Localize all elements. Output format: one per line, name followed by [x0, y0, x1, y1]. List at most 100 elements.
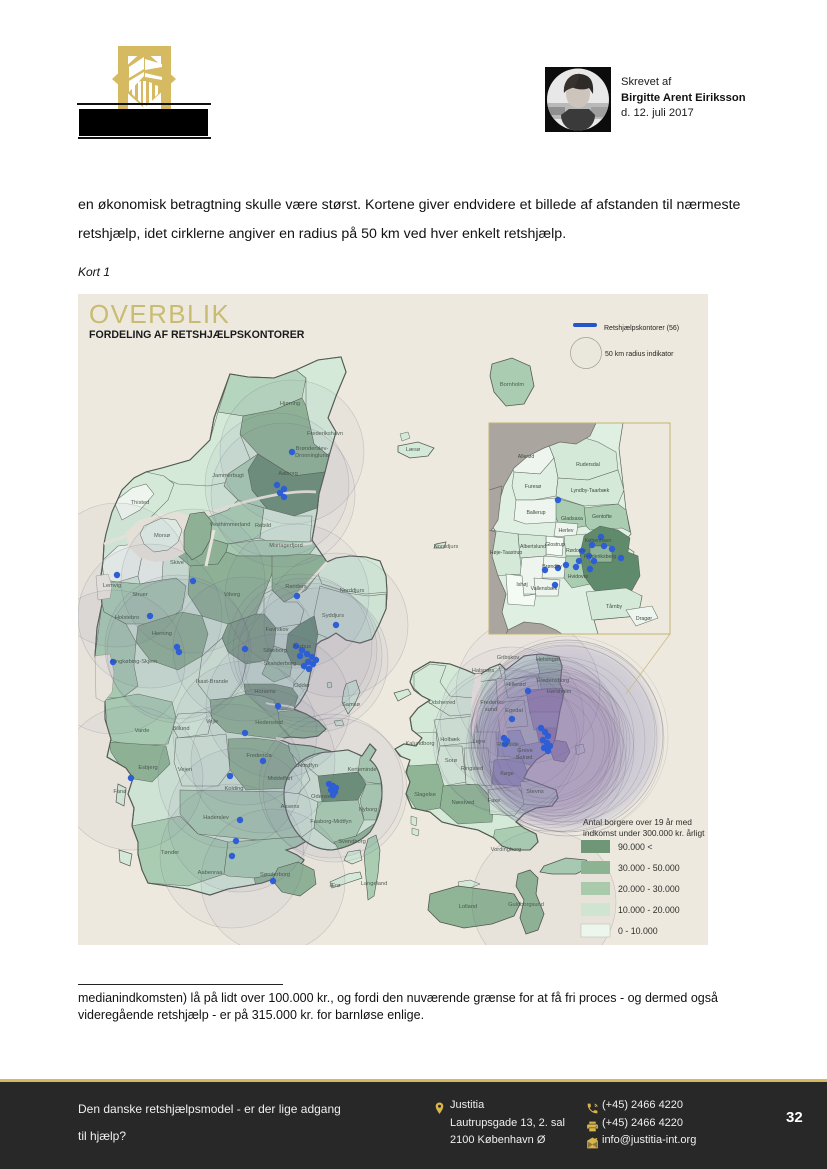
- svg-text:Svendborg: Svendborg: [338, 839, 366, 845]
- svg-text:Guldborgsund: Guldborgsund: [508, 902, 544, 908]
- svg-text:Vejle: Vejle: [206, 719, 218, 725]
- svg-text:Faaborg-Midtfyn: Faaborg-Midtfyn: [310, 819, 351, 825]
- svg-text:Rødovre: Rødovre: [566, 548, 586, 554]
- svg-text:Tårnby: Tårnby: [606, 603, 623, 610]
- svg-text:Herlev: Herlev: [559, 528, 574, 534]
- svg-text:Dragør: Dragør: [636, 616, 652, 622]
- svg-text:Dronninglund: Dronninglund: [295, 453, 329, 459]
- svg-text:København: København: [585, 538, 612, 544]
- svg-text:Køge: Køge: [500, 771, 514, 777]
- svg-text:Rebild: Rebild: [255, 523, 271, 529]
- svg-text:0 - 10.000: 0 - 10.000: [618, 926, 658, 936]
- svg-text:Bornholm: Bornholm: [500, 382, 525, 388]
- svg-text:Glostrup: Glostrup: [545, 542, 565, 548]
- svg-text:Skanderborg: Skanderborg: [264, 661, 297, 667]
- svg-text:Odense: Odense: [311, 794, 331, 800]
- svg-text:Næstved: Næstved: [452, 800, 475, 806]
- svg-text:Roskilde: Roskilde: [497, 742, 519, 748]
- svg-text:Vesthimmerland: Vesthimmerland: [210, 522, 251, 528]
- svg-text:20.000 - 30.000: 20.000 - 30.000: [618, 884, 680, 894]
- svg-text:30.000 - 50.000: 30.000 - 50.000: [618, 863, 680, 873]
- svg-text:Ærø: Ærø: [329, 883, 341, 889]
- svg-text:Mariagerfjord: Mariagerfjord: [269, 543, 303, 549]
- svg-text:Struer: Struer: [132, 592, 148, 598]
- svg-text:Frederiks-: Frederiks-: [480, 700, 506, 706]
- svg-text:Thisted: Thisted: [131, 500, 150, 506]
- svg-text:Holbæk: Holbæk: [440, 737, 460, 743]
- svg-text:Norddjurs: Norddjurs: [434, 544, 459, 550]
- svg-text:Aalborg: Aalborg: [278, 471, 298, 477]
- svg-text:Haderslev: Haderslev: [203, 815, 229, 821]
- svg-text:Frederikshavn: Frederikshavn: [307, 431, 343, 437]
- svg-text:Sorø: Sorø: [445, 758, 458, 764]
- svg-text:Hillerød: Hillerød: [506, 682, 526, 688]
- svg-text:Faxe: Faxe: [488, 798, 501, 804]
- svg-text:Ballerup: Ballerup: [526, 510, 545, 516]
- svg-text:Hørsholm: Hørsholm: [547, 689, 572, 695]
- svg-text:Viborg: Viborg: [224, 592, 240, 598]
- svg-text:OVERBLIK: OVERBLIK: [89, 299, 230, 329]
- svg-text:Odder: Odder: [294, 683, 310, 689]
- svg-text:Kolding: Kolding: [225, 786, 244, 792]
- svg-text:Lolland: Lolland: [459, 904, 477, 910]
- svg-text:Norddjurs: Norddjurs: [340, 588, 365, 594]
- svg-text:sund: sund: [485, 707, 497, 713]
- svg-text:Gribskov: Gribskov: [497, 655, 520, 661]
- svg-text:Høje-Taastrup: Høje-Taastrup: [490, 550, 523, 556]
- svg-text:50 km radius indikator: 50 km radius indikator: [605, 351, 674, 358]
- svg-text:Brøndby: Brøndby: [542, 564, 562, 570]
- svg-text:Fanø: Fanø: [113, 789, 127, 795]
- svg-text:Fredericia: Fredericia: [246, 753, 272, 759]
- svg-text:Greve: Greve: [517, 748, 533, 754]
- svg-text:Gladsaxa: Gladsaxa: [561, 516, 583, 522]
- svg-text:Stevns: Stevns: [526, 789, 544, 795]
- svg-text:Lemvig: Lemvig: [103, 583, 121, 589]
- svg-text:Halsnæs: Halsnæs: [472, 668, 495, 674]
- svg-text:10.000 - 20.000: 10.000 - 20.000: [618, 905, 680, 915]
- svg-text:Jammerbugt: Jammerbugt: [212, 473, 244, 479]
- svg-text:Vordingborg: Vordingborg: [491, 847, 522, 853]
- svg-text:Holstebro: Holstebro: [115, 615, 139, 621]
- svg-text:Allerød: Allerød: [518, 454, 535, 460]
- svg-text:Læsø: Læsø: [406, 447, 421, 453]
- svg-text:Esbjerg: Esbjerg: [138, 765, 157, 771]
- svg-text:Silkeborg: Silkeborg: [263, 648, 287, 654]
- svg-text:Odsherred: Odsherred: [429, 700, 456, 706]
- svg-text:Aarhus: Aarhus: [293, 644, 311, 650]
- svg-text:Solrød: Solrød: [516, 755, 533, 761]
- svg-text:Hedensted: Hedensted: [255, 720, 283, 726]
- svg-text:Middelfart: Middelfart: [268, 776, 293, 782]
- svg-text:Fredensborg: Fredensborg: [537, 678, 569, 684]
- svg-text:Vejen: Vejen: [178, 767, 192, 773]
- svg-text:Vallensbæk: Vallensbæk: [531, 586, 558, 592]
- svg-text:Herning: Herning: [152, 631, 172, 637]
- svg-text:Kerteminde: Kerteminde: [347, 767, 376, 773]
- svg-text:Frederiksberg: Frederiksberg: [584, 554, 616, 560]
- svg-text:Ringkøbing-Skjern: Ringkøbing-Skjern: [111, 659, 158, 665]
- svg-text:Varde: Varde: [135, 728, 150, 734]
- svg-text:Hjørring: Hjørring: [280, 401, 300, 407]
- svg-text:90.000 <: 90.000 <: [618, 842, 653, 852]
- svg-text:Nyborg: Nyborg: [359, 807, 377, 813]
- svg-text:Assens: Assens: [281, 804, 300, 810]
- svg-text:Nordfyn: Nordfyn: [298, 763, 318, 769]
- svg-text:Favrskov: Favrskov: [265, 627, 288, 633]
- svg-text:Slagelse: Slagelse: [414, 792, 436, 798]
- svg-text:Skive: Skive: [170, 560, 184, 566]
- svg-text:Morsø: Morsø: [154, 533, 171, 539]
- svg-text:Hvidovre: Hvidovre: [568, 574, 589, 580]
- svg-text:Lejre: Lejre: [473, 739, 486, 745]
- svg-text:Gentofte: Gentofte: [592, 514, 612, 520]
- svg-text:indkomst under 300.000 kr. årl: indkomst under 300.000 kr. årligt: [583, 828, 705, 838]
- svg-text:Samsø: Samsø: [342, 702, 361, 708]
- svg-text:Syddjurs: Syddjurs: [322, 613, 344, 619]
- svg-text:Billund: Billund: [172, 726, 189, 732]
- svg-text:Horsens: Horsens: [254, 689, 275, 695]
- svg-text:FORDELING AF RETSHJÆLPSKONTORE: FORDELING AF RETSHJÆLPSKONTORER: [89, 329, 305, 341]
- svg-text:Langeland: Langeland: [361, 881, 388, 887]
- svg-text:Ishøj: Ishøj: [516, 582, 527, 588]
- svg-text:Albertslund: Albertslund: [520, 544, 546, 550]
- svg-text:Aabenraa: Aabenraa: [198, 870, 224, 876]
- svg-text:Lyndby-Taarbæk: Lyndby-Taarbæk: [571, 488, 610, 494]
- svg-text:Brønderslev-: Brønderslev-: [296, 446, 329, 452]
